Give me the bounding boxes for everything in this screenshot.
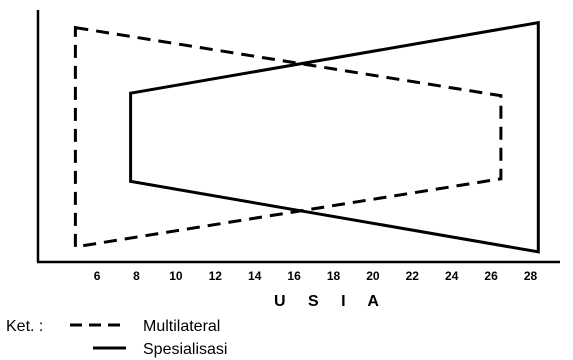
x-tick-label: 14 [248,269,262,283]
x-tick-label: 12 [209,269,223,283]
x-tick-label: 16 [287,269,301,283]
series-shape-spesialisasi [129,20,540,254]
x-axis-tick-labels: 6 8 10 12 14 16 18 20 22 24 26 28 [94,269,538,283]
series-shape-multilateral [73,25,503,249]
legend-label-spesialisasi: Spesialisasi [143,341,227,358]
x-tick-label: 10 [169,269,183,283]
x-tick-label: 22 [406,269,420,283]
legend-prefix: Ket. : [6,318,43,335]
x-tick-label: 24 [445,269,459,283]
x-tick-label: 28 [524,269,538,283]
x-tick-label: 20 [366,269,380,283]
x-axis-title: U S I A [274,293,388,310]
x-tick-label: 18 [327,269,341,283]
x-tick-label: 26 [484,269,498,283]
legend-label-multilateral: Multilateral [143,318,220,335]
trapezoid-shapes [73,20,540,254]
x-tick-label: 8 [133,269,140,283]
x-tick-label: 6 [94,269,101,283]
